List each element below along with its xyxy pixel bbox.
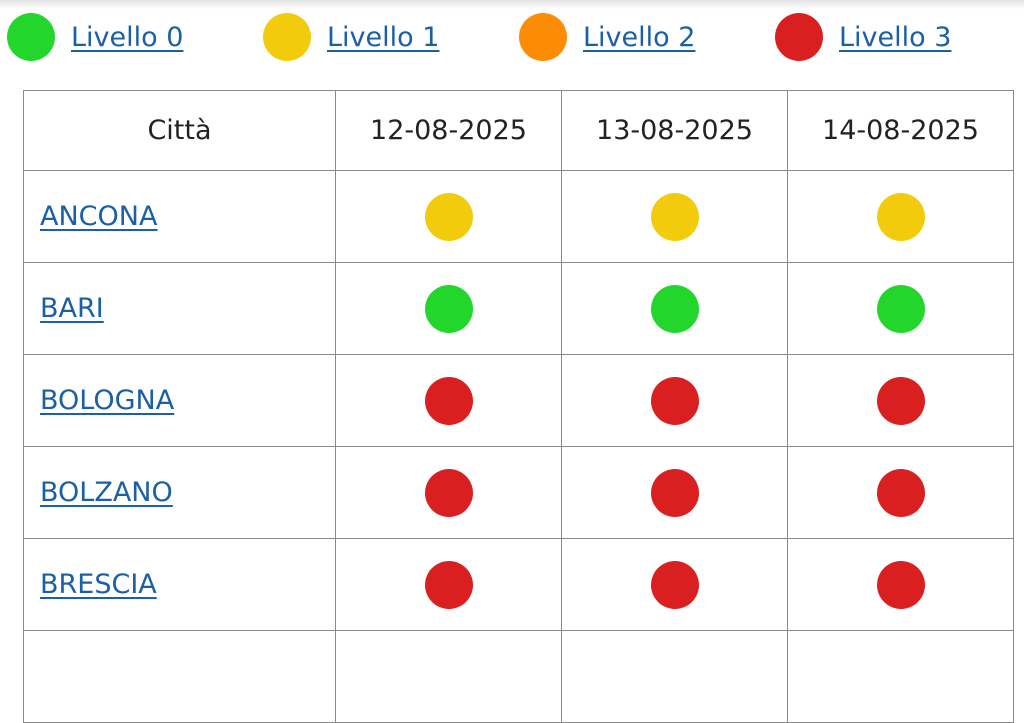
level-dot-icon [876,376,925,425]
table-header-row: Città 12-08-2025 13-08-2025 14-08-2025 [23,90,1014,171]
table-row: BOLOGNA [23,354,1014,447]
level-dot-icon [650,468,699,517]
header-date-1: 12-08-2025 [335,90,562,171]
level-0-dot-icon [7,13,55,61]
level-dot-icon [876,192,925,241]
city-cell: BOLZANO [23,446,336,539]
top-shadow [0,0,1024,9]
level-dot-icon [424,560,473,609]
city-cell: ANCONA [23,170,336,263]
city-link-bologna[interactable]: BOLOGNA [40,385,175,416]
level-cell [787,354,1014,447]
table-row: BOLZANO [23,446,1014,539]
table-row: BRESCIA [23,538,1014,631]
level-cell [335,262,562,355]
level-cell [335,354,562,447]
legend-link-level-2[interactable]: Livello 2 [583,21,696,53]
city-link-ancona[interactable]: ANCONA [40,201,158,232]
city-cell [23,630,336,723]
level-cell [335,170,562,263]
city-link-bolzano[interactable]: BOLZANO [40,477,173,508]
table-row: ANCONA [23,170,1014,263]
level-dot-icon [424,192,473,241]
table-row: BARI [23,262,1014,355]
level-dot-icon [650,376,699,425]
header-city: Città [23,90,336,171]
level-3-dot-icon [775,13,823,61]
level-cell [561,354,788,447]
level-cell [335,630,562,723]
level-dot-icon [650,284,699,333]
city-cell: BRESCIA [23,538,336,631]
level-dot-icon [876,284,925,333]
level-dot-icon [876,560,925,609]
level-cell [787,630,1014,723]
city-link-brescia[interactable]: BRESCIA [40,569,157,600]
level-cell [787,170,1014,263]
level-cell [787,262,1014,355]
legend-link-level-3[interactable]: Livello 3 [839,21,952,53]
legend-item-level-1[interactable]: Livello 1 [263,12,439,62]
level-cell [787,446,1014,539]
level-dot-icon [424,468,473,517]
level-cell [561,538,788,631]
level-cell [335,446,562,539]
legend-item-level-0[interactable]: Livello 0 [7,12,183,62]
legend-item-level-2[interactable]: Livello 2 [519,12,695,62]
city-cell: BOLOGNA [23,354,336,447]
level-dot-icon [650,560,699,609]
level-cell [561,262,788,355]
header-date-2: 13-08-2025 [561,90,788,171]
level-dot-icon [876,468,925,517]
city-link-bari[interactable]: BARI [40,293,104,324]
level-dot-icon [424,284,473,333]
legend-item-level-3[interactable]: Livello 3 [775,12,951,62]
level-dot-icon [424,376,473,425]
level-cell [335,538,562,631]
legend-link-level-1[interactable]: Livello 1 [327,21,440,53]
level-cell [561,630,788,723]
table-row-partial [23,630,1014,723]
level-dot-icon [650,192,699,241]
header-date-3: 14-08-2025 [787,90,1014,171]
level-cell [561,446,788,539]
level-cell [561,170,788,263]
level-1-dot-icon [263,13,311,61]
level-legend: Livello 0 Livello 1 Livello 2 Livello 3 [0,12,1024,64]
level-2-dot-icon [519,13,567,61]
city-levels-table: Città 12-08-2025 13-08-2025 14-08-2025 A… [23,90,1014,723]
level-cell [787,538,1014,631]
city-cell: BARI [23,262,336,355]
legend-link-level-0[interactable]: Livello 0 [71,21,184,53]
